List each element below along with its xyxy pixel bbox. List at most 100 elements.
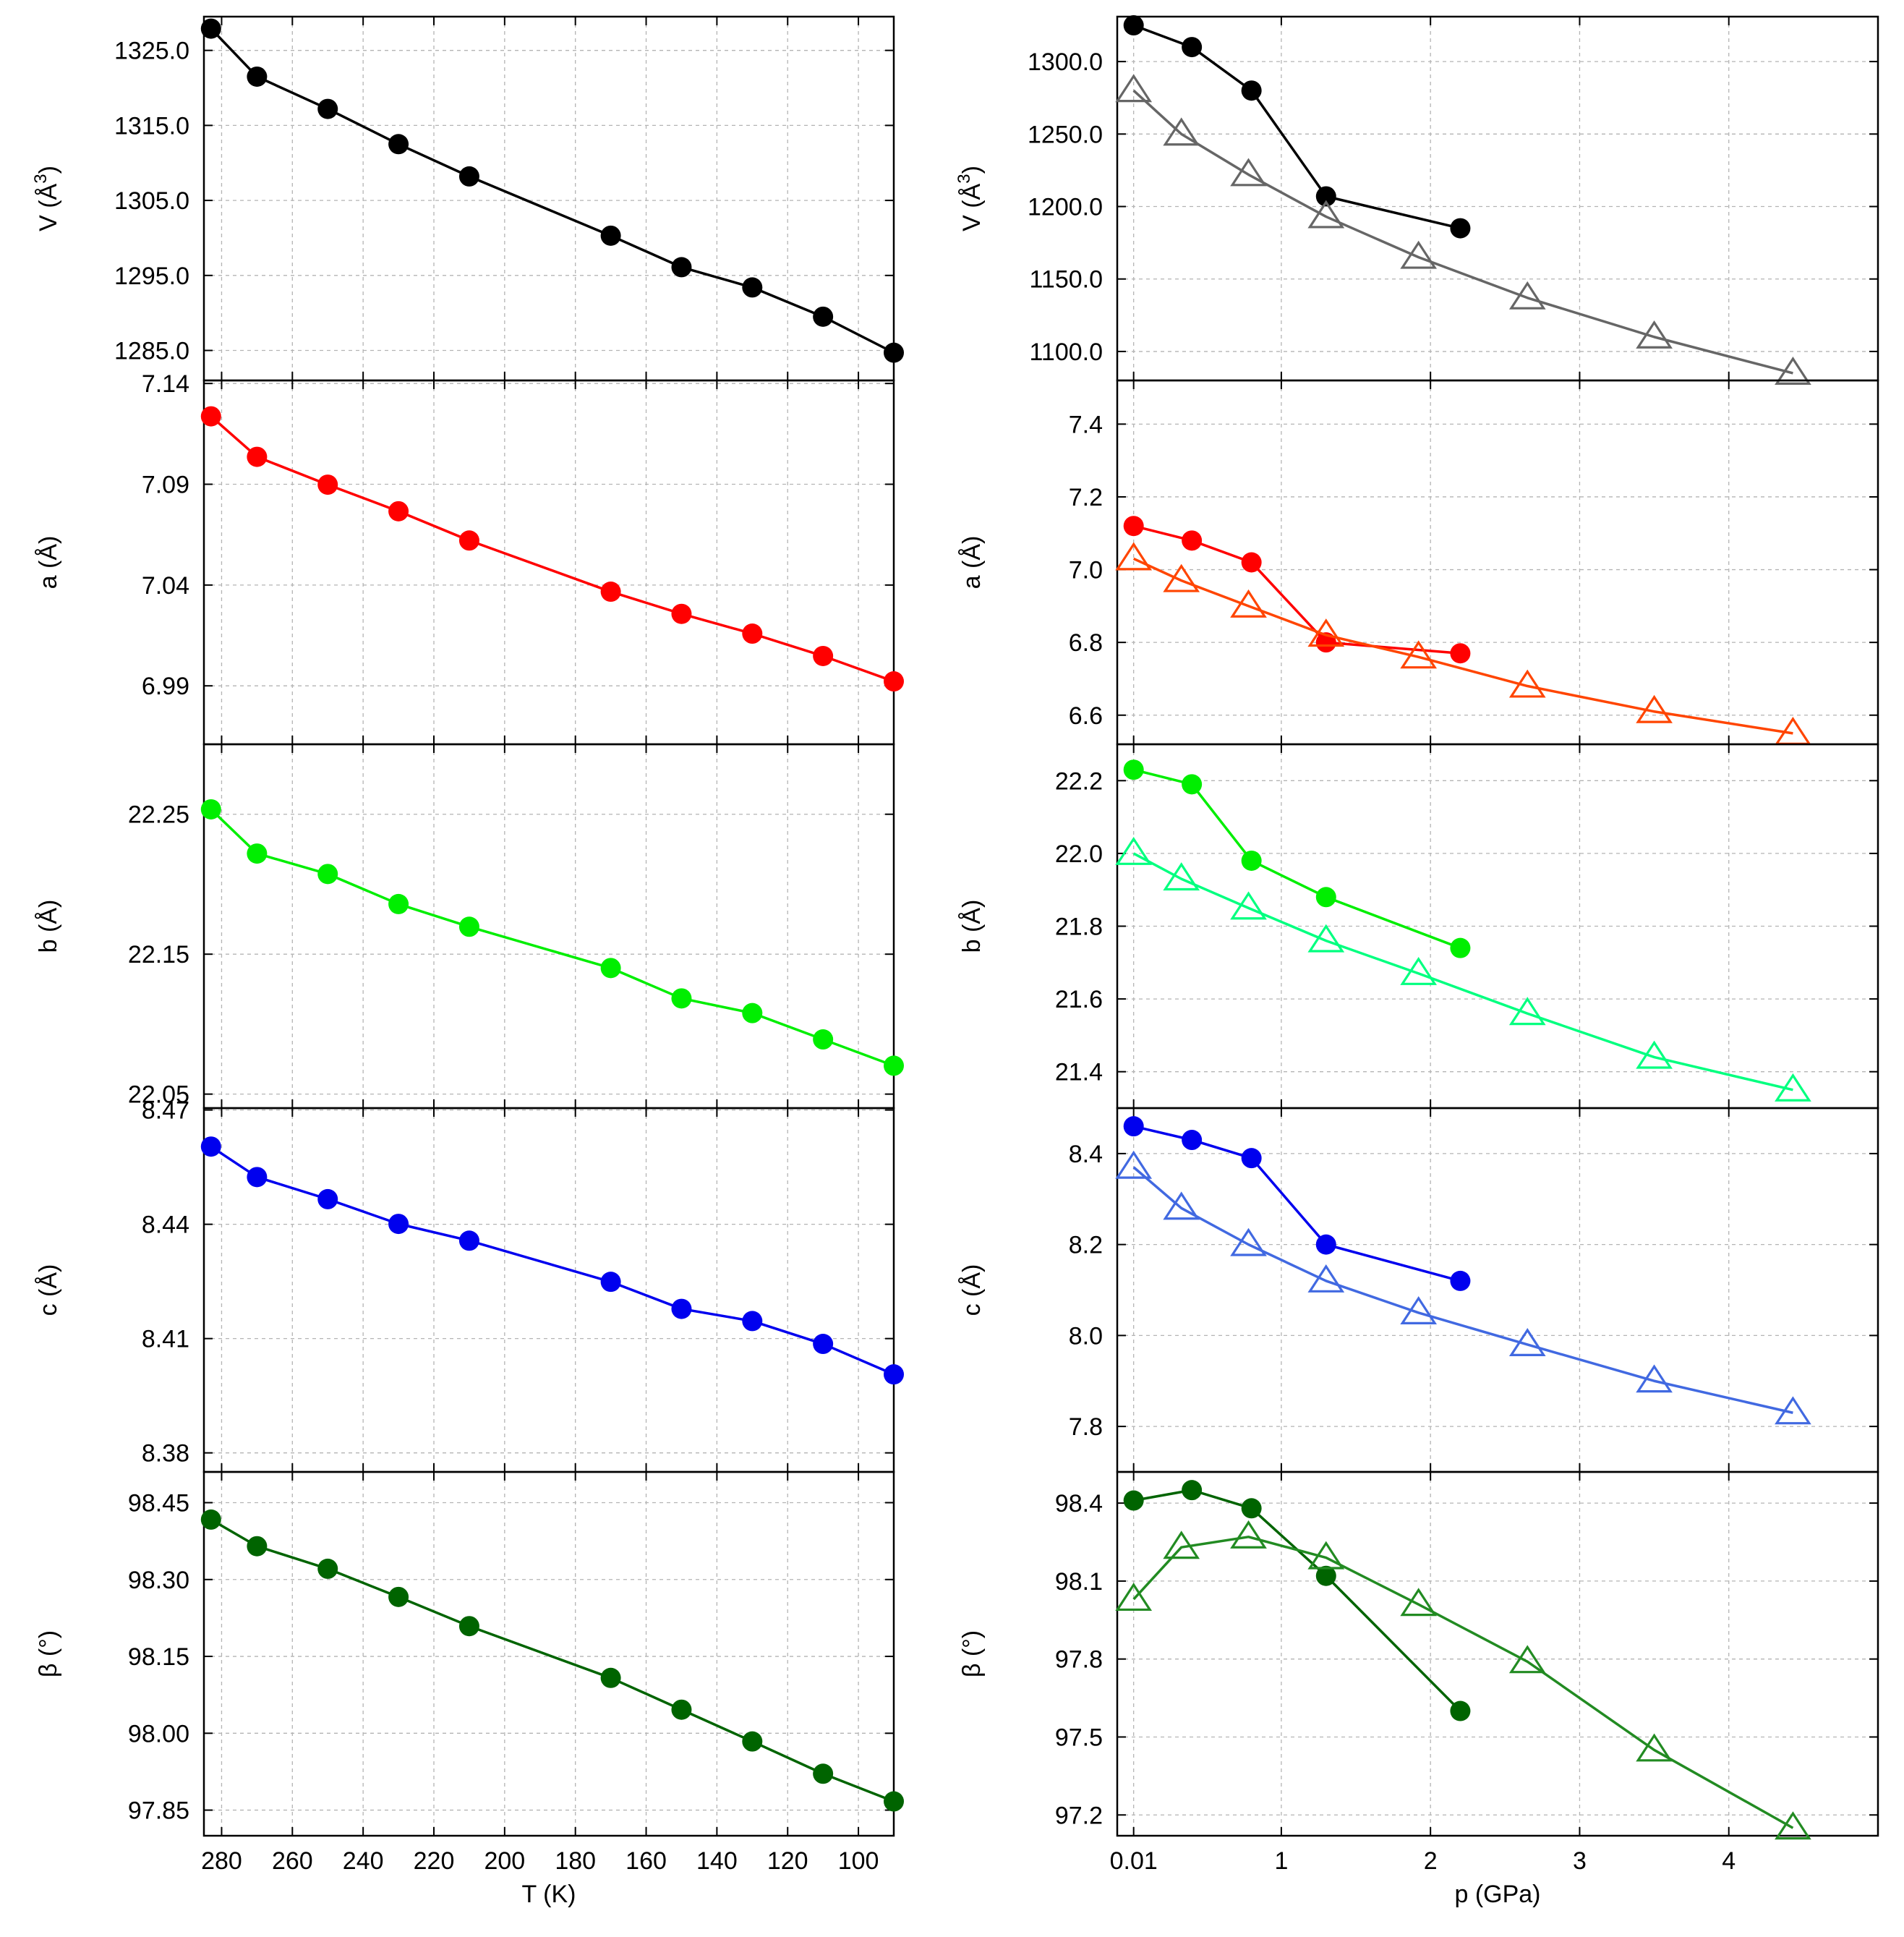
data-point-a-0 — [200, 406, 221, 427]
x-tick-label: 1 — [1274, 1847, 1288, 1875]
data-point-beta-set-1-4 — [1450, 1700, 1471, 1721]
data-point-v-0 — [200, 18, 221, 39]
data-point-b-1 — [247, 843, 268, 864]
x-tick-label: 120 — [767, 1847, 808, 1875]
data-point-beta-set-1-0 — [1123, 1490, 1144, 1511]
panel-pressure-a: 6.6 6.8 7.0 7.2 7.4 a (Å) — [958, 379, 1879, 746]
x-tick-label: 4 — [1722, 1847, 1736, 1875]
data-point-a-set-2-4 — [1400, 640, 1438, 669]
data-point-b-set-2-4 — [1400, 956, 1438, 985]
data-point-c-set-1-4 — [1450, 1270, 1471, 1291]
x-tick-label: 140 — [696, 1847, 738, 1875]
panel-frame — [202, 1470, 895, 1837]
data-point-c-set-1-0 — [1123, 1116, 1144, 1137]
data-point-c-3 — [388, 1214, 409, 1235]
data-point-a-set-2-0 — [1115, 542, 1153, 571]
series-line-beta — [210, 1518, 895, 1803]
y-tick-label: 7.8 — [1069, 1413, 1103, 1441]
panel-frame — [202, 1107, 895, 1473]
data-point-b-set-1-4 — [1450, 937, 1471, 958]
data-point-beta-set-2-7 — [1775, 1811, 1811, 1840]
y-tick-label: 7.2 — [1069, 484, 1103, 511]
data-point-v-set-1-0 — [1123, 15, 1144, 36]
data-point-v-set-2-1 — [1163, 117, 1200, 146]
y-tick-label: 8.41 — [142, 1326, 189, 1353]
data-point-beta-7 — [742, 1731, 763, 1752]
data-point-v-set-1-3 — [1315, 186, 1336, 207]
y-tick-label: 1300.0 — [1028, 48, 1103, 76]
data-point-a-4 — [458, 530, 479, 551]
y-tick-label: 1150.0 — [1030, 266, 1103, 294]
y-tick-label: 21.6 — [1055, 986, 1103, 1013]
y-axis-label-beta: β (°) — [35, 1630, 62, 1677]
data-point-v-8 — [813, 306, 834, 327]
data-point-beta-8 — [813, 1763, 834, 1784]
x-tick-label: 3 — [1573, 1847, 1587, 1875]
data-point-v-set-2-7 — [1775, 357, 1811, 385]
series-line-beta-set-2 — [1132, 1536, 1794, 1829]
data-point-beta-6 — [671, 1699, 692, 1720]
y-tick-label: 97.8 — [1055, 1646, 1103, 1674]
data-point-c-0 — [200, 1136, 221, 1157]
y-tick-label: 98.30 — [128, 1567, 189, 1594]
data-point-beta-set-2-3 — [1307, 1541, 1345, 1570]
x-tick-label: 200 — [484, 1847, 525, 1875]
data-point-a-set-1-2 — [1241, 552, 1262, 573]
data-point-v-5 — [600, 225, 621, 246]
y-axis-label-c: c (Å) — [35, 1264, 62, 1316]
x-axis-label: p (GPa) — [1454, 1881, 1540, 1908]
panel-frame — [1116, 1470, 1879, 1837]
data-point-v-9 — [884, 342, 904, 363]
data-point-v-1 — [247, 66, 268, 87]
data-point-beta-5 — [600, 1667, 621, 1688]
data-point-b-set-2-0 — [1115, 836, 1153, 865]
data-point-b-7 — [742, 1002, 763, 1023]
y-tick-label: 21.8 — [1055, 914, 1103, 941]
y-axis-label-b: b (Å) — [35, 900, 62, 953]
data-point-a-set-1-4 — [1450, 643, 1471, 664]
y-tick-label: 7.14 — [142, 370, 189, 398]
data-point-b-8 — [813, 1029, 834, 1050]
data-point-c-1 — [247, 1167, 268, 1188]
data-point-beta-set-2-5 — [1508, 1645, 1546, 1674]
data-point-a-9 — [884, 671, 904, 692]
y-tick-label: 7.09 — [142, 472, 189, 499]
panel-frame — [202, 15, 895, 382]
series-line-v-set-2 — [1132, 89, 1793, 375]
data-point-beta-set-1-1 — [1182, 1480, 1203, 1501]
y-axis-label-v: V (Å3) — [955, 166, 986, 231]
y-axis-label-a: a (Å) — [958, 536, 986, 589]
x-tick-label: 2 — [1424, 1847, 1438, 1875]
data-point-v-set-1-1 — [1182, 37, 1203, 58]
data-point-c-set-1-1 — [1182, 1130, 1203, 1151]
data-point-beta-9 — [884, 1791, 904, 1812]
y-tick-label: 8.47 — [142, 1097, 189, 1125]
data-point-c-set-1-3 — [1315, 1234, 1336, 1255]
data-point-b-set-2-3 — [1307, 924, 1345, 953]
data-point-b-set-2-2 — [1230, 891, 1267, 920]
data-point-a-set-2-6 — [1636, 694, 1673, 723]
y-tick-label: 8.44 — [142, 1212, 189, 1239]
x-tick-label: 240 — [343, 1847, 384, 1875]
series-line-c-set-2 — [1132, 1166, 1793, 1414]
y-tick-label: 98.45 — [128, 1490, 189, 1517]
y-tick-label: 7.4 — [1069, 411, 1103, 438]
data-point-b-5 — [600, 958, 621, 979]
data-point-v-7 — [742, 277, 763, 298]
x-tick-label: 180 — [555, 1847, 596, 1875]
data-point-c-2 — [317, 1188, 338, 1209]
data-point-a-6 — [671, 603, 692, 624]
data-point-v-set-2-0 — [1115, 74, 1153, 103]
y-tick-label: 6.8 — [1069, 629, 1103, 657]
data-point-b-set-2-1 — [1163, 862, 1200, 891]
data-point-a-5 — [600, 582, 621, 603]
y-tick-label: 1100.0 — [1030, 339, 1103, 366]
y-tick-label: 8.38 — [142, 1440, 189, 1468]
data-point-c-4 — [458, 1230, 479, 1251]
data-point-b-3 — [388, 893, 409, 914]
data-point-beta-set-1-3 — [1315, 1565, 1336, 1586]
data-point-beta-set-2-6 — [1636, 1733, 1673, 1762]
data-point-a-set-2-3 — [1307, 618, 1345, 647]
data-point-a-1 — [247, 446, 268, 467]
